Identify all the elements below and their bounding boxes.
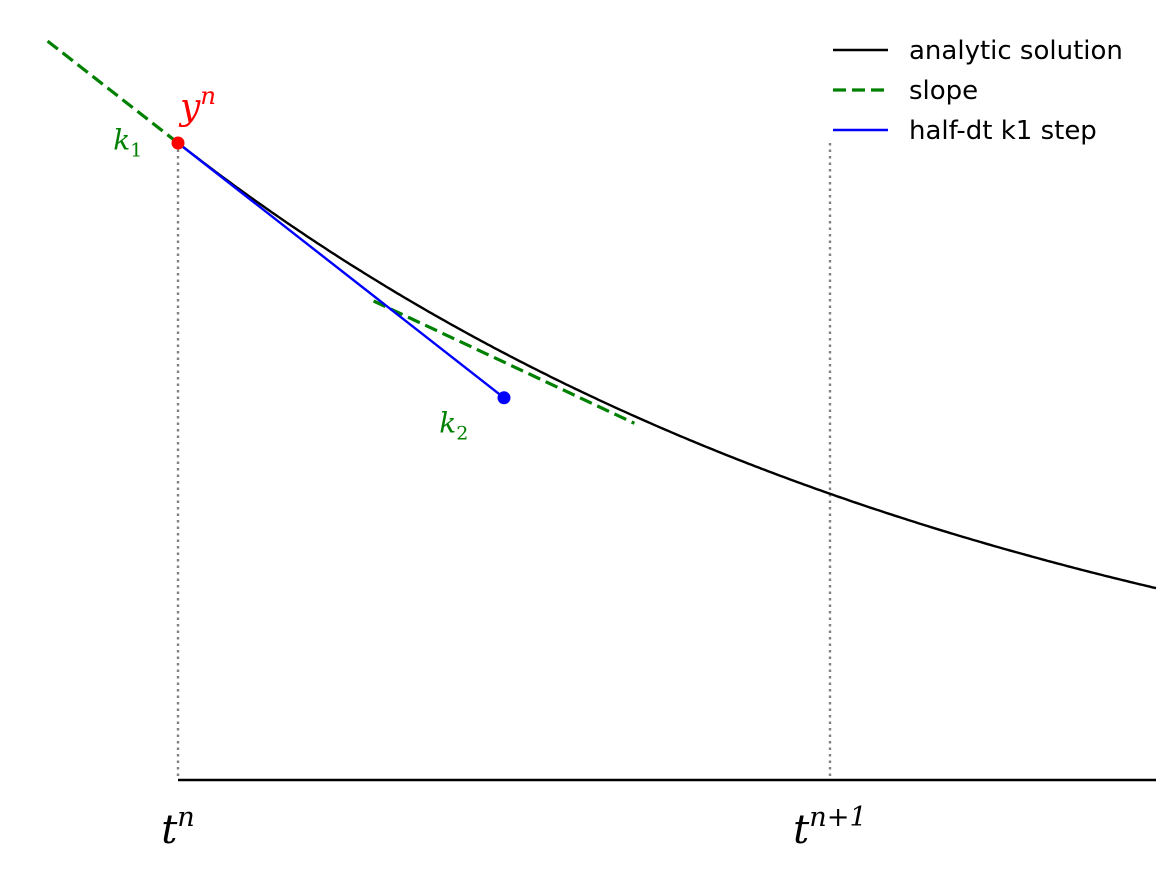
- series-layer: [46, 39, 1157, 590]
- series-slope-segment-1: [372, 299, 636, 425]
- vertical-guides: [176, 143, 832, 780]
- point-0: [171, 136, 185, 150]
- legend-label-2: half-dt k1 step: [909, 116, 1097, 146]
- point-1: [497, 391, 511, 405]
- series-half-step-line: [177, 142, 505, 399]
- x-tick-label-0: tn: [161, 802, 195, 853]
- annotation-k2: k2: [439, 407, 468, 445]
- legend: analytic solution slope half-dt k1 step: [833, 36, 1123, 146]
- annotations: yn k1 k2: [113, 81, 468, 445]
- annotation-yn: yn: [178, 81, 216, 128]
- points-layer: [171, 136, 511, 405]
- series-analytic-line: [177, 142, 1157, 590]
- annotation-k1: k1: [113, 123, 142, 161]
- x-tick-labels: tn tn+1: [161, 802, 867, 853]
- series-slope-segment-0: [46, 39, 179, 145]
- legend-label-0: analytic solution: [909, 36, 1123, 66]
- x-tick-label-1: tn+1: [793, 802, 867, 853]
- legend-label-1: slope: [909, 76, 978, 106]
